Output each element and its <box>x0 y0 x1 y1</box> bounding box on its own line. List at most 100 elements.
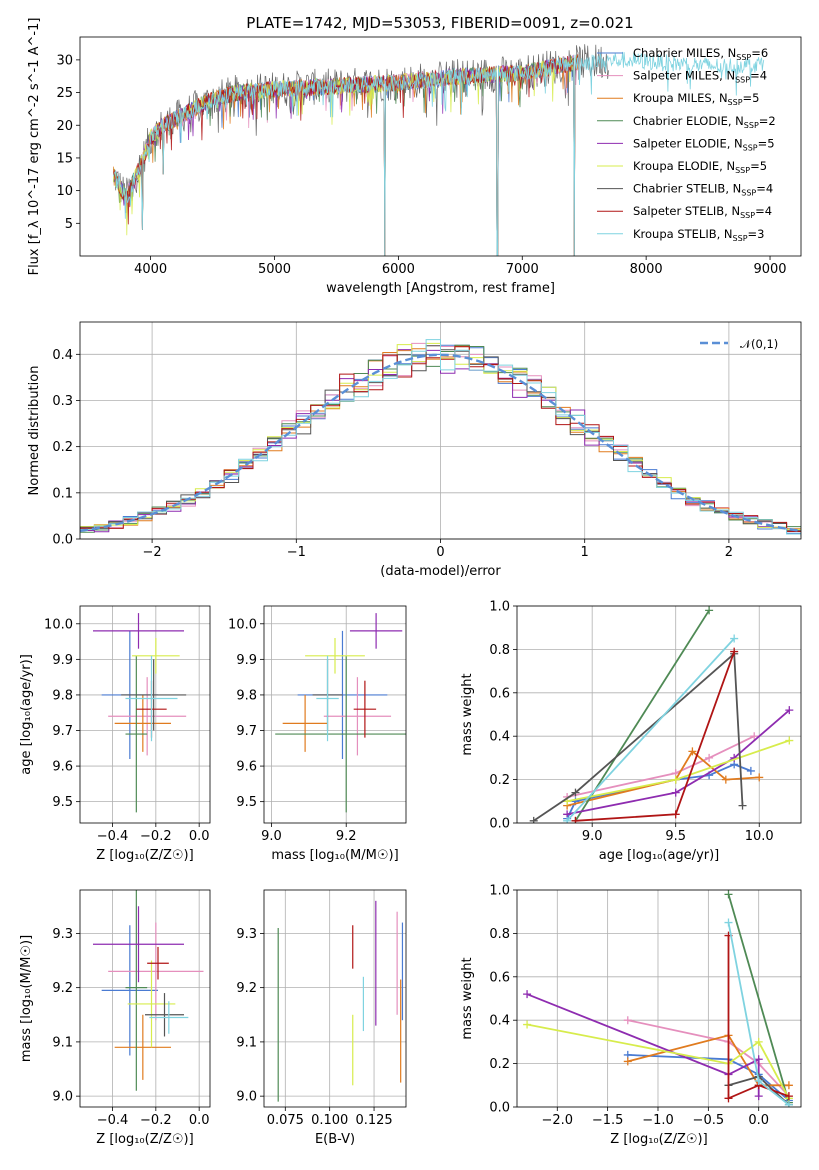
y-tick-label: 9.8 <box>236 688 257 703</box>
legend-entry: Kroupa ELODIE, NSSP=5 <box>633 159 767 175</box>
age_vs_Z-plot-area <box>93 613 187 813</box>
weight-marker <box>724 1094 733 1103</box>
legend-entry: Salpeter STELIB, NSSP=4 <box>633 204 772 220</box>
weight-marker <box>721 775 730 784</box>
x-tick-label: 9.2 <box>336 829 357 844</box>
legend-entry: Chabrier ELODIE, NSSP=2 <box>633 114 776 130</box>
y-tick-label: 0.0 <box>489 817 510 832</box>
x-tick-label: 8000 <box>630 262 663 277</box>
weight-line <box>533 651 744 822</box>
y-tick-label: 9.5 <box>236 795 257 810</box>
x-tick-label: 0.0 <box>748 1113 769 1128</box>
x-tick-label: 10.0 <box>745 829 774 844</box>
x-tick-label: 0.125 <box>355 1113 392 1128</box>
y-tick-label: 0.8 <box>489 643 510 658</box>
spectrum-plot-area <box>113 44 765 256</box>
weight-marker <box>705 753 714 762</box>
x-axis-label: wavelength [Angstrom, rest frame] <box>326 281 555 296</box>
weight-marker <box>754 1076 763 1085</box>
y-tick-label: 0.2 <box>52 440 73 455</box>
y-axis-label: age [log₁₀(age/yr)] <box>19 654 34 775</box>
legend-entry: Chabrier STELIB, NSSP=4 <box>633 182 773 198</box>
weight-marker <box>571 816 580 823</box>
y-tick-label: 9.2 <box>236 981 257 996</box>
mass_weight_vs_age-plot-area <box>529 606 794 823</box>
weight-marker <box>750 732 759 741</box>
weight-marker <box>671 775 680 784</box>
y-tick-label: 9.1 <box>52 1035 73 1050</box>
x-tick-label: −1.0 <box>642 1113 674 1128</box>
x-axis-label: mass [log₁₀(M/M☉)] <box>271 848 398 863</box>
y-axis-label: mass weight <box>460 957 475 1039</box>
axes-frame <box>79 36 802 257</box>
y-axis-label: Normed distribution <box>27 366 42 496</box>
weight-marker <box>671 788 680 797</box>
x-tick-label: 7000 <box>506 262 539 277</box>
x-tick-label: 5000 <box>258 262 291 277</box>
weight-line <box>627 1034 789 1087</box>
y-tick-label: 9.8 <box>52 688 73 703</box>
x-tick-label: 6000 <box>382 262 415 277</box>
y-tick-label: 0.6 <box>489 686 510 701</box>
y-tick-label: 0.3 <box>52 394 73 409</box>
weight-line <box>574 609 710 822</box>
legend-entry: Salpeter MILES, NSSP=4 <box>633 69 767 85</box>
y-tick-label: 1.0 <box>489 600 510 615</box>
chart-title: PLATE=1742, MJD=53053, FIBERID=0091, z=0… <box>246 14 633 32</box>
x-tick-label: 9.5 <box>665 829 686 844</box>
axes-layer: 4000 5000 6000 7000 8000 900051015202530wavel… <box>19 18 802 1147</box>
y-tick-label: 9.5 <box>52 795 73 810</box>
x-tick-label: 2 <box>725 545 733 560</box>
y-axis-label: mass [log₁₀(M/M☉)] <box>19 935 34 1062</box>
legend-entry: 𝒩(0,1) <box>740 337 778 351</box>
y-tick-label: 9.3 <box>236 927 257 942</box>
weight-marker <box>563 816 572 823</box>
y-tick-label: 30 <box>56 53 73 68</box>
axes-frame <box>516 605 802 824</box>
y-tick-label: 5 <box>65 217 73 232</box>
y-tick-label: 0.0 <box>52 533 73 548</box>
x-tick-label: 9.0 <box>582 829 603 844</box>
normal-curve <box>80 353 801 533</box>
x-axis-label: Z [log₁₀(Z/Z☉)] <box>96 848 193 863</box>
y-tick-label: 0.0 <box>489 1101 510 1116</box>
y-tick-label: 0.8 <box>489 927 510 942</box>
y-tick-label: 9.2 <box>52 981 73 996</box>
weight-marker <box>688 747 697 756</box>
x-tick-label: −0.2 <box>140 1113 172 1128</box>
axes-frame <box>263 605 407 824</box>
y-tick-label: 10.0 <box>228 617 257 632</box>
x-tick-label: −0.5 <box>693 1113 725 1128</box>
residuals-plot-area <box>80 339 801 537</box>
weight-marker <box>571 788 580 797</box>
axes-frame <box>516 889 802 1108</box>
x-tick-label: 9.0 <box>261 829 282 844</box>
weight-marker <box>784 1100 793 1107</box>
y-tick-label: 0.6 <box>489 970 510 985</box>
weight-marker <box>724 890 733 899</box>
weight-marker <box>724 918 733 927</box>
weight-marker <box>730 647 739 656</box>
y-tick-label: 9.3 <box>52 927 73 942</box>
x-tick-label: −2 <box>143 545 162 560</box>
x-axis-label: E(B-V) <box>315 1132 355 1147</box>
axes-frame <box>79 889 211 1108</box>
weight-marker <box>738 801 747 810</box>
y-tick-label: 9.7 <box>52 724 73 739</box>
weight-line <box>566 637 735 822</box>
x-tick-label: −1 <box>287 545 306 560</box>
weight-line <box>727 894 790 1103</box>
y-tick-label: 9.0 <box>236 1090 257 1105</box>
mass_vs_Z-plot-area <box>93 890 204 1091</box>
x-tick-label: −0.4 <box>97 829 129 844</box>
mass_vs_ebv-plot-area <box>277 900 404 1102</box>
y-tick-label: 20 <box>56 119 73 134</box>
weight-marker <box>754 1092 763 1101</box>
legend-entry: Kroupa STELIB, NSSP=3 <box>633 227 764 243</box>
weight-marker <box>785 736 794 745</box>
y-axis-label: mass weight <box>460 673 475 755</box>
y-tick-label: 25 <box>56 86 73 101</box>
y-tick-label: 9.9 <box>236 653 257 668</box>
axes-frame <box>79 605 211 824</box>
y-tick-label: 9.7 <box>236 724 257 739</box>
